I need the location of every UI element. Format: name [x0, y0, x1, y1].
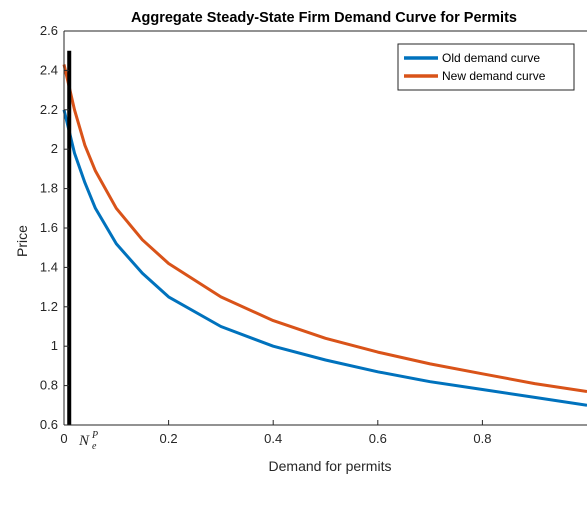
x-tick-label: 0.2 — [160, 431, 178, 446]
x-tick-label: 0.8 — [473, 431, 491, 446]
y-tick-label: 1.8 — [40, 181, 58, 196]
curves-group — [62, 64, 587, 407]
y-tick-label: 2.4 — [40, 62, 58, 77]
x-axis-label: Demand for permits — [269, 458, 392, 474]
annotation-subscript: e — [92, 441, 97, 452]
chart-title: Aggregate Steady-State Firm Demand Curve… — [131, 10, 517, 26]
n-e-p-annotation: N P e — [78, 430, 98, 452]
y-tick-label: 0.8 — [40, 378, 58, 393]
y-tick-label: 0.6 — [40, 417, 58, 432]
series-line-new — [62, 64, 587, 393]
legend-label-new: New demand curve — [442, 69, 546, 83]
x-tick-label: 0.4 — [264, 431, 282, 446]
y-tick-label: 2.2 — [40, 102, 58, 117]
y-tick-label: 1.2 — [40, 299, 58, 314]
y-tick-label: 1.6 — [40, 220, 58, 235]
legend: Old demand curve New demand curve — [397, 43, 575, 91]
annotation-superscript: P — [91, 430, 98, 441]
y-tick-label: 2 — [51, 141, 58, 156]
y-ticks: 0.6 0.8 1 1.2 1.4 1.6 1.8 2 2.2 2.4 2.6 — [40, 23, 69, 432]
legend-label-old: Old demand curve — [442, 51, 540, 65]
y-tick-label: 1 — [51, 338, 58, 353]
y-axis-label: Price — [14, 225, 30, 257]
legend-box — [397, 43, 575, 91]
annotation-main: N — [78, 433, 90, 449]
y-tick-label: 1.4 — [40, 259, 58, 274]
y-tick-label: 2.6 — [40, 23, 58, 38]
x-tick-label: 0.6 — [369, 431, 387, 446]
x-ticks: 0 0.2 0.4 0.6 0.8 — [60, 420, 491, 446]
x-tick-label: 0 — [60, 431, 67, 446]
series-line-old — [62, 109, 587, 407]
